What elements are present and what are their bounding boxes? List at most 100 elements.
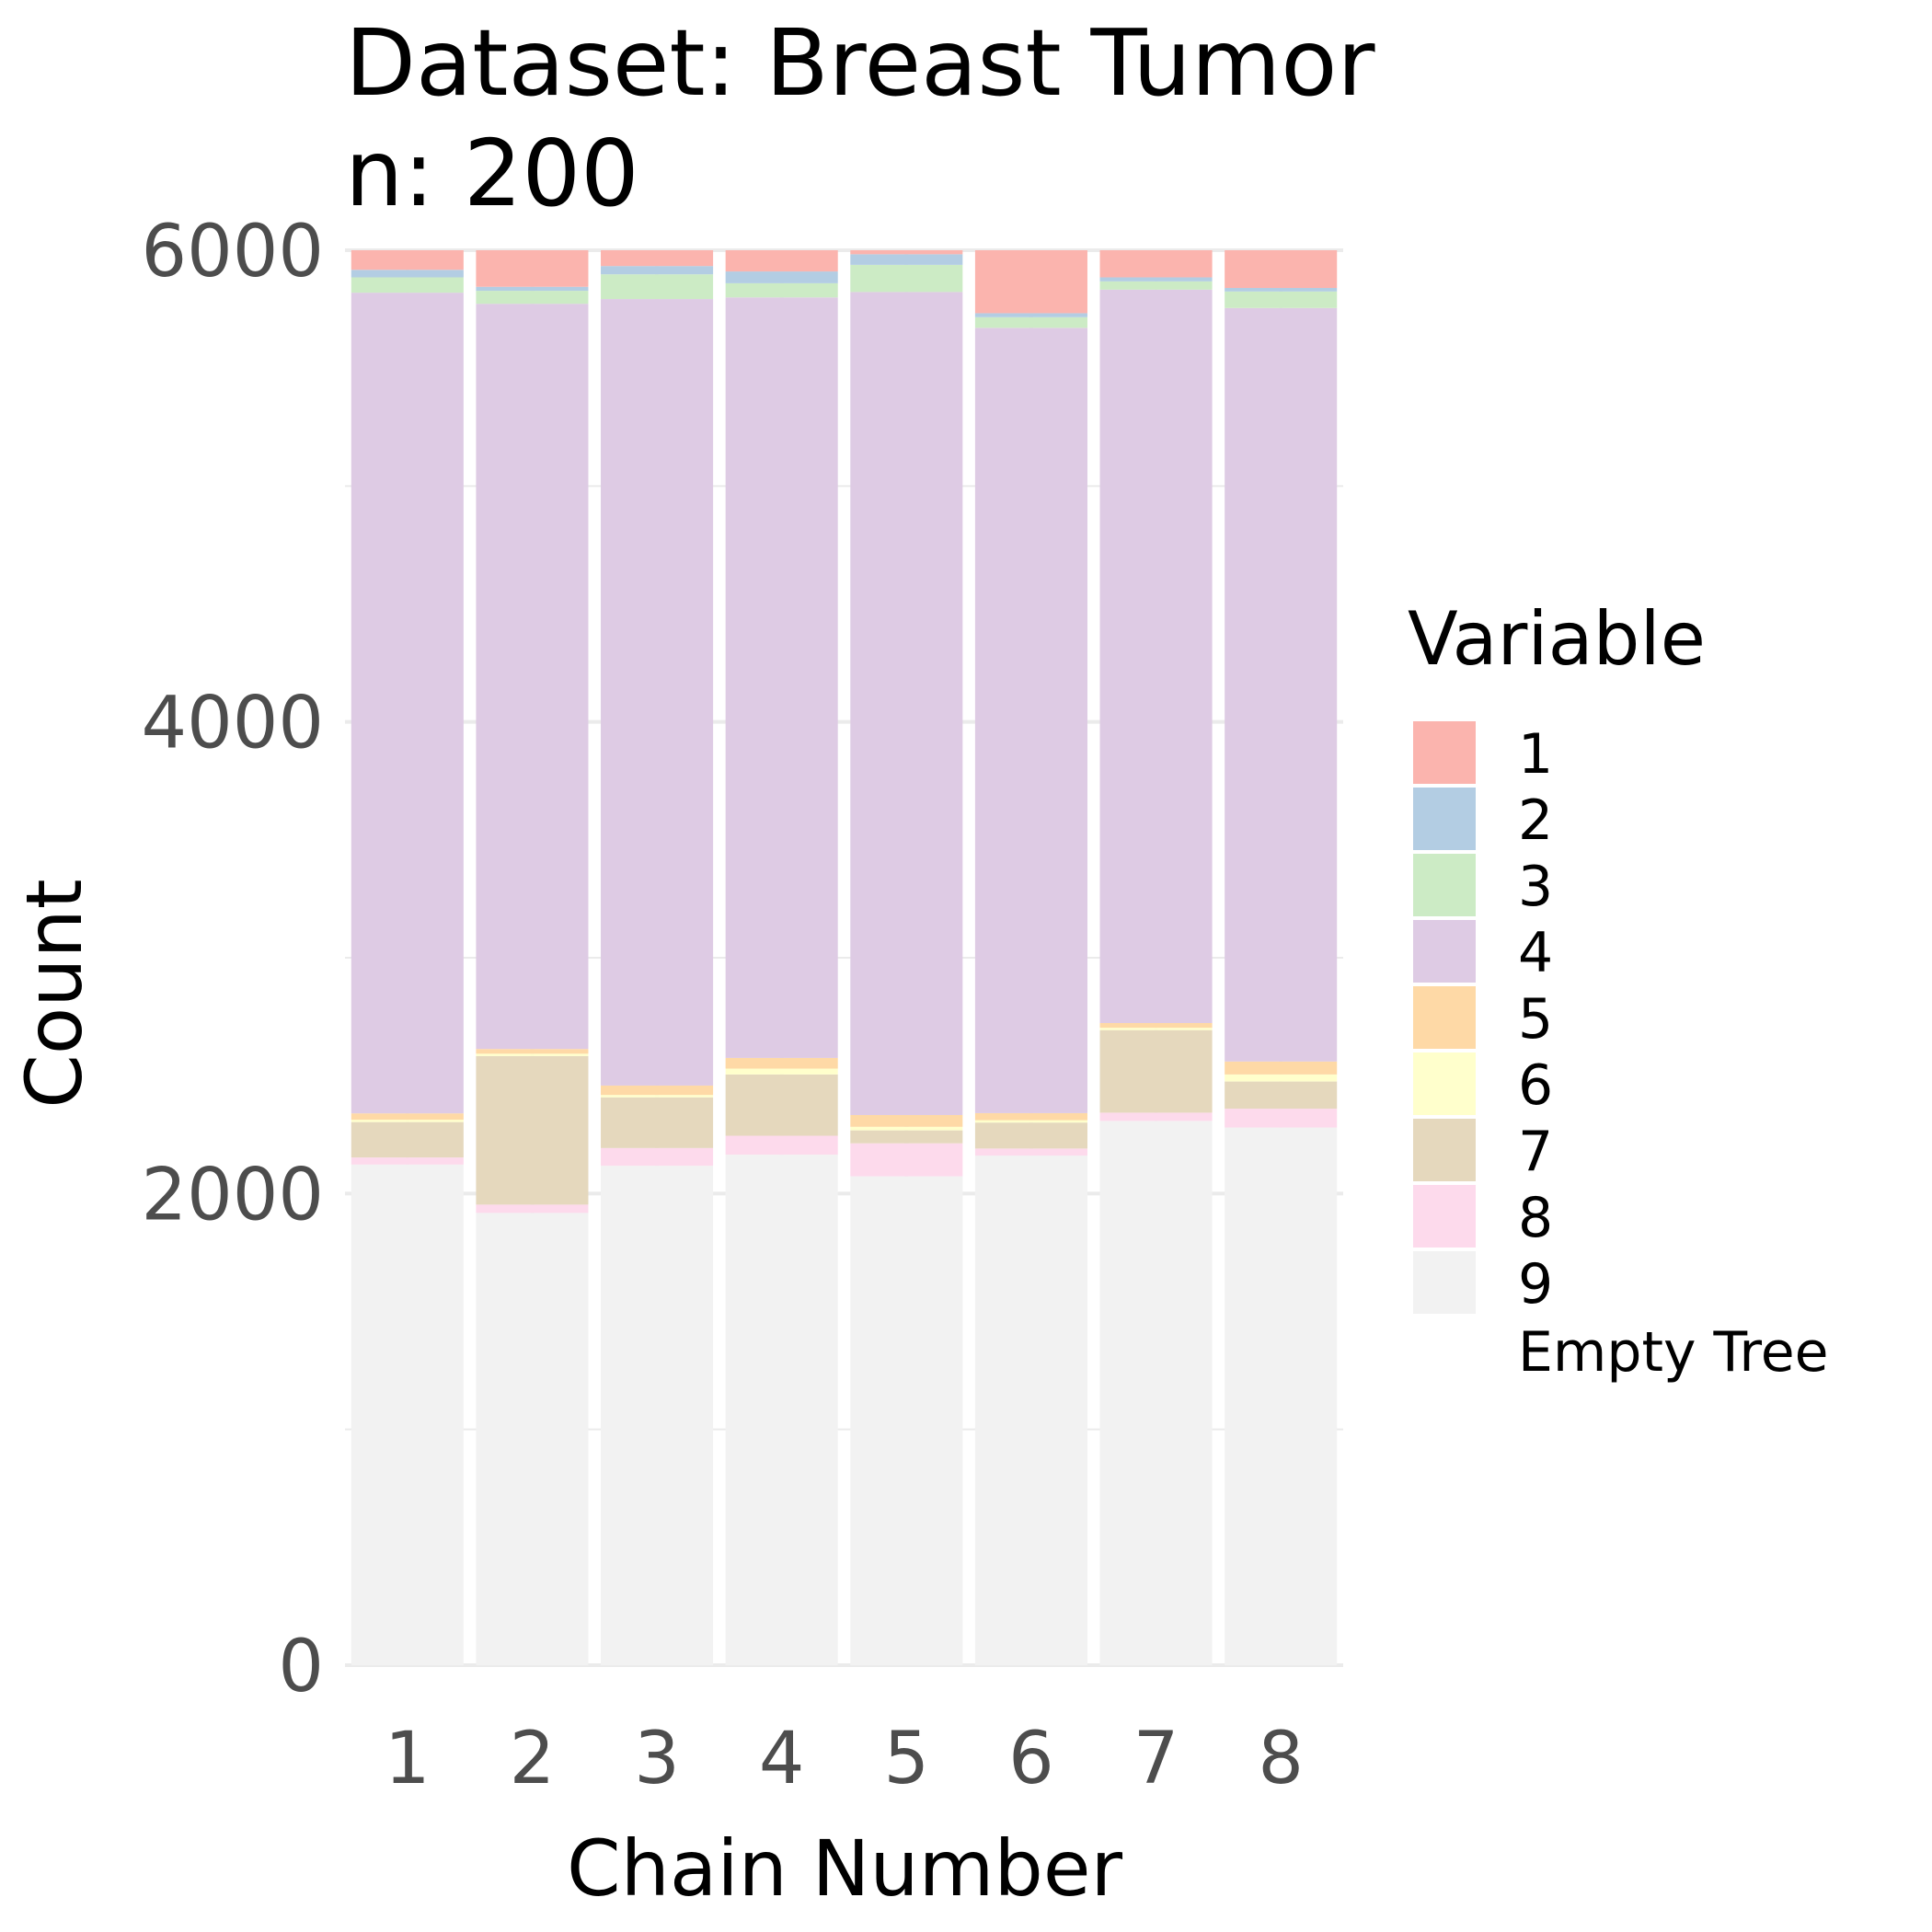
bar-chain-2-variable-8: [476, 1204, 589, 1213]
bar-chain-8-variable-2: [1225, 288, 1338, 292]
bar-chain-8-variable-4: [1225, 307, 1338, 1062]
bar-chain-7-variable-2: [1099, 277, 1213, 282]
legend-label-9: 9: [1518, 1252, 1553, 1317]
legend-key-5: [1413, 986, 1476, 1049]
bar-chain-7-variable-6: [1099, 1028, 1213, 1030]
bar-chain-1-variable-8: [351, 1157, 464, 1165]
y-tick-label: 2000: [141, 1154, 324, 1236]
bar-chain-3-variable-5: [601, 1085, 714, 1096]
bar-chain-6-variable-8: [974, 1148, 1087, 1156]
bar-chain-4-variable-6: [725, 1068, 838, 1075]
x-tick-label: 8: [1258, 1718, 1304, 1800]
bar-chain-6-variable-7: [974, 1122, 1087, 1149]
chart-title: Dataset: Breast Tumor: [345, 9, 1375, 117]
legend-key-3: [1413, 854, 1476, 916]
bar-chain-3-variable-9: [601, 1166, 714, 1665]
bar-chain-4-variable-1: [725, 250, 838, 272]
bar-chain-6-variable-9: [974, 1156, 1087, 1665]
bar-chain-8-variable-1: [1225, 250, 1338, 289]
legend-label-empty-tree: Empty Tree: [1518, 1320, 1829, 1385]
legend-title: Variable: [1408, 596, 1706, 682]
bar-chain-5-variable-5: [850, 1114, 963, 1127]
bar-chain-8-variable-6: [1225, 1074, 1338, 1082]
bar-chain-4-variable-8: [725, 1135, 838, 1156]
legend-label-5: 5: [1518, 987, 1553, 1052]
bar-chain-5-variable-3: [850, 264, 963, 293]
x-tick-label: 7: [1133, 1718, 1179, 1800]
x-tick-label: 6: [1008, 1718, 1054, 1800]
legend-label-4: 4: [1518, 921, 1553, 985]
bar-chain-2-variable-6: [476, 1053, 589, 1056]
bar-chain-3-variable-6: [601, 1095, 714, 1098]
bar-chain-2-variable-2: [476, 286, 589, 292]
bar-chain-3-variable-4: [601, 299, 714, 1086]
bar-chain-7-variable-3: [1099, 281, 1213, 290]
legend-label-3: 3: [1518, 855, 1553, 919]
bar-chain-7-variable-4: [1099, 289, 1213, 1024]
bar-chain-7-variable-8: [1099, 1112, 1213, 1121]
legend-label-1: 1: [1518, 722, 1553, 787]
bar-chain-7-variable-9: [1099, 1121, 1213, 1665]
bar-chain-8-variable-8: [1225, 1109, 1338, 1128]
legend-key-1: [1413, 721, 1476, 784]
bar-chain-5-variable-8: [850, 1143, 963, 1177]
legend-key-7: [1413, 1119, 1476, 1181]
y-axis-title: Count: [9, 879, 99, 1108]
bar-chain-7-variable-5: [1099, 1023, 1213, 1029]
bars: [351, 250, 1338, 1665]
bar-chain-4-variable-9: [725, 1155, 838, 1665]
bar-chain-1-variable-4: [351, 293, 464, 1114]
bar-chain-2-variable-5: [476, 1049, 589, 1054]
bar-chain-8-variable-9: [1225, 1127, 1338, 1665]
legend-key-6: [1413, 1052, 1476, 1115]
y-tick-label: 4000: [141, 683, 324, 765]
bar-chain-1-variable-1: [351, 250, 464, 270]
legend-key-8: [1413, 1185, 1476, 1248]
bar-chain-8-variable-3: [1225, 291, 1338, 308]
bar-chain-1-variable-5: [351, 1113, 464, 1121]
bar-chain-6-variable-2: [974, 313, 1087, 317]
y-tick-label: 0: [278, 1626, 324, 1708]
bar-chain-1-variable-7: [351, 1121, 464, 1158]
legend-key-9: [1413, 1251, 1476, 1314]
legend-key-4: [1413, 920, 1476, 983]
bar-chain-7-variable-7: [1099, 1029, 1213, 1113]
legend-label-7: 7: [1518, 1120, 1553, 1184]
bar-chain-7-variable-1: [1099, 250, 1213, 278]
bar-chain-6-variable-3: [974, 316, 1087, 328]
bar-chain-2-variable-7: [476, 1055, 589, 1205]
bar-chain-5-variable-9: [850, 1176, 963, 1665]
legend-label-6: 6: [1518, 1053, 1553, 1118]
bar-chain-5-variable-4: [850, 292, 963, 1115]
bar-chain-4-variable-5: [725, 1057, 838, 1069]
bar-chain-6-variable-5: [974, 1112, 1087, 1121]
bar-chain-2-variable-3: [476, 291, 589, 305]
y-tick-label: 6000: [141, 211, 324, 293]
bar-chain-8-variable-7: [1225, 1081, 1338, 1110]
bar-chain-4-variable-7: [725, 1074, 838, 1136]
bar-chain-1-variable-3: [351, 277, 464, 293]
bar-chain-2-variable-1: [476, 250, 589, 287]
bar-chain-6-variable-1: [974, 250, 1087, 314]
bar-chain-3-variable-7: [601, 1097, 714, 1148]
bar-chain-6-variable-4: [974, 328, 1087, 1113]
bar-chain-1-variable-9: [351, 1164, 464, 1665]
bar-chain-8-variable-5: [1225, 1061, 1338, 1075]
x-tick-label: 2: [510, 1718, 556, 1800]
x-tick-label: 5: [883, 1718, 929, 1800]
bar-chain-6-variable-6: [974, 1120, 1087, 1123]
bar-chain-5-variable-7: [850, 1130, 963, 1144]
bar-chain-1-variable-6: [351, 1120, 464, 1122]
y-axis-ticks: 0 2000 4000 6000: [141, 211, 324, 1708]
legend-key-2: [1413, 788, 1476, 850]
chart-subtitle: n: 200: [345, 120, 639, 227]
x-axis-title: Chain Number: [567, 1823, 1123, 1914]
bar-chain-5-variable-1: [850, 250, 963, 255]
bar-chain-4-variable-3: [725, 282, 838, 298]
bar-chain-4-variable-4: [725, 297, 838, 1058]
bar-chain-3-variable-1: [601, 250, 714, 267]
